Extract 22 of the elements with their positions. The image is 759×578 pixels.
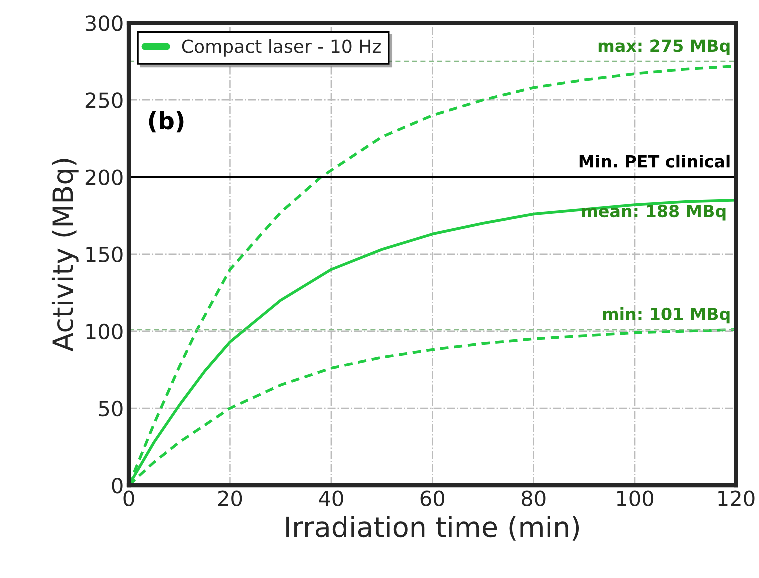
x-tick-label: 0 — [124, 490, 134, 507]
y-tick-label: 100 — [86, 324, 123, 340]
y-tick-label: 50 — [99, 400, 123, 417]
y-axis-title: Activity (MBq) — [52, 159, 79, 352]
x-axis-title: Irradiation time (min) — [286, 516, 580, 541]
annotation: (b) — [149, 112, 184, 133]
x-tick-label: 20 — [218, 490, 242, 507]
y-tick-label: 250 — [86, 92, 123, 108]
x-tick-label: 120 — [718, 490, 755, 507]
y-tick-label: 300 — [86, 16, 123, 32]
x-tick-label: 100 — [617, 490, 654, 507]
y-tick-label: 0 — [112, 478, 123, 494]
legend-label: Compact laser - 10 Hz — [182, 39, 381, 57]
x-tick-label: 40 — [319, 490, 344, 507]
ref-line-label: Min. PET clinical — [580, 154, 730, 168]
ref-line-label: max: 275 MBq — [598, 40, 730, 56]
y-tick-label: 200 — [86, 170, 123, 186]
y-tick-label: 150 — [86, 246, 123, 263]
x-tick-label: 80 — [522, 490, 546, 507]
x-tick-label: 60 — [420, 490, 444, 507]
ref-line-label: min: 101 MBq — [603, 308, 730, 324]
annotation: mean: 188 MBq — [582, 204, 726, 221]
